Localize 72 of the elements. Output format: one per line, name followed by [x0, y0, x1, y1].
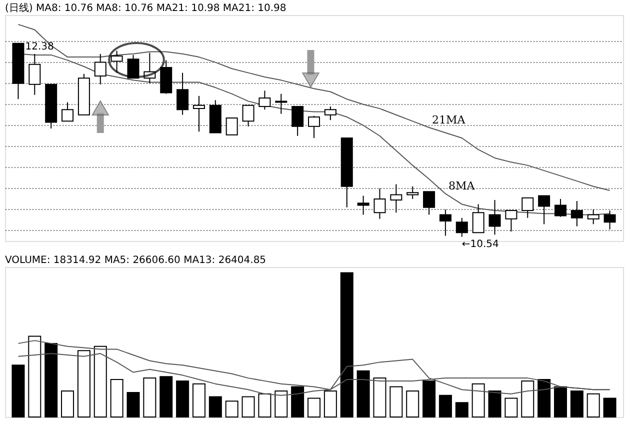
- series-label: 21MA: [432, 113, 466, 126]
- bar: [603, 398, 616, 418]
- candlestick: [570, 200, 583, 227]
- candlestick: [374, 188, 386, 220]
- bar: [274, 390, 288, 418]
- candlestick: [423, 191, 436, 216]
- bar: [586, 393, 600, 418]
- bar: [126, 392, 140, 418]
- candlestick: [176, 72, 189, 116]
- bar: [44, 342, 58, 418]
- bar: [390, 386, 403, 418]
- bar: [455, 402, 468, 418]
- bar: [308, 398, 320, 418]
- candlestick: [242, 104, 254, 127]
- bar: [554, 386, 567, 418]
- candlestick: [390, 184, 402, 214]
- candlestick: [587, 208, 600, 225]
- bar: [258, 393, 272, 418]
- bar: [324, 390, 337, 418]
- bar: [488, 390, 502, 418]
- candlestick: [226, 118, 238, 136]
- bar: [94, 346, 107, 418]
- bar: [12, 364, 25, 418]
- bar: [504, 398, 518, 418]
- candlestick: [110, 50, 123, 74]
- chart-title: (日线) MA8: 10.76 MA8: 10.76 MA21: 10.98 MA21: 10.98: [5, 2, 286, 14]
- bar: [422, 380, 436, 418]
- bar: [406, 390, 420, 418]
- bar: [373, 378, 386, 418]
- bar: [472, 383, 485, 418]
- candlestick: [357, 195, 370, 216]
- bar: [77, 350, 90, 418]
- bar: [176, 380, 190, 418]
- candlestick: [406, 186, 419, 200]
- bar: [356, 370, 370, 418]
- bar: [28, 336, 42, 418]
- candlestick: [308, 115, 320, 138]
- bar: [208, 396, 222, 418]
- bar: [242, 396, 255, 418]
- candlestick: [522, 197, 534, 218]
- candlestick: [538, 195, 550, 225]
- candlestick: [472, 204, 484, 234]
- candlestick: [62, 102, 74, 122]
- candlestick: [456, 217, 468, 238]
- bar: [340, 272, 354, 418]
- candlestick: [439, 208, 452, 236]
- bar: [521, 380, 534, 418]
- candlestick: [505, 210, 518, 232]
- series-label: 8MA: [448, 180, 476, 193]
- annotation: 12.38: [25, 41, 54, 52]
- annotation: ←10.54: [462, 238, 499, 250]
- bar: [192, 383, 206, 418]
- bar: [438, 394, 452, 418]
- bar: [160, 376, 173, 418]
- candlestick: [604, 210, 616, 230]
- candlestick: [192, 95, 205, 132]
- candlestick: [28, 53, 41, 96]
- bar: [538, 379, 551, 418]
- candlestick: [488, 200, 501, 236]
- candlestick: [275, 93, 288, 114]
- candlestick: [324, 106, 336, 121]
- bar: [61, 390, 74, 418]
- bar: [143, 378, 156, 418]
- bar: [225, 400, 238, 418]
- chart-title: VOLUME: 18314.92 MA5: 26606.60 MA13: 26404.85: [5, 255, 266, 266]
- candlestick: [554, 198, 566, 218]
- candlestick: [94, 53, 106, 85]
- bar: [291, 386, 304, 418]
- candlestick: [258, 90, 271, 110]
- bar: [110, 379, 124, 418]
- bar: [570, 390, 584, 418]
- candlestick: [292, 106, 304, 136]
